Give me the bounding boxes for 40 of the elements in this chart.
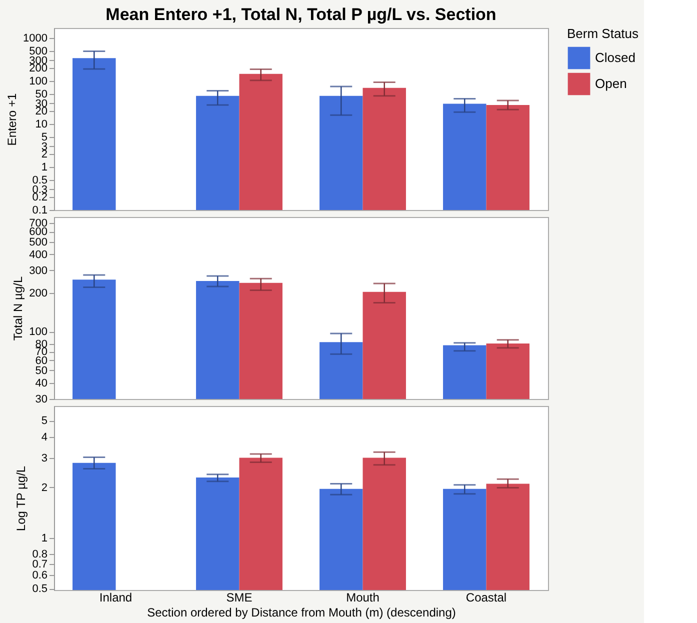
x-axis-title: Section ordered by Distance from Mouth (m) (descending) [147,606,456,620]
y-tick-label: 50 [35,88,48,100]
y-tick-label: 2 [41,482,48,494]
y-tick-label: 400 [29,248,48,261]
y-axis-title: Total N µg/L [11,276,26,341]
chart-title: Mean Entero +1, Total N, Total P µg/L vs. Section [106,5,496,24]
y-tick-label: 0.1 [32,204,48,216]
x-tick-label: SME [226,590,252,604]
y-tick-label: 1 [41,532,48,544]
y-tick-label: 60 [35,354,48,367]
y-tick-label: 50 [35,364,48,377]
x-tick-label: Coastal [466,590,507,604]
y-tick-label: 10 [35,118,48,130]
y-tick-label: 4 [41,431,48,444]
y-tick-label: 200 [29,288,48,300]
y-tick-label: 0.5 [32,174,48,186]
y-tick-label: 1 [41,161,48,174]
y-tick-label: 30 [35,394,48,406]
y-tick-label: 40 [35,377,48,390]
y-axis-title: Entero +1 [5,92,20,146]
y-tick-label: 500 [29,45,48,58]
y-tick-label: 5 [41,415,48,428]
x-tick-label: Inland [99,590,132,604]
y-tick-label: 1000 [23,32,48,44]
y-tick-label: 2 [41,148,48,161]
legend-title: Berm Status [567,26,640,41]
x-tick-label: Mouth [346,590,380,604]
y-tick-label: 0.6 [32,570,48,582]
y-tick-label: 5 [41,131,48,144]
y-tick-label: 3 [41,452,48,464]
y-tick-label: 100 [29,326,48,338]
legend-label: Closed [595,50,636,65]
y-tick-label: 0.8 [32,548,48,561]
y-tick-label: 0.7 [32,558,48,570]
legend-label: Open [595,76,627,91]
y-tick-label: 0.5 [32,583,48,596]
y-tick-label: 100 [29,75,48,88]
y-axis-title: Log TP µg/L [14,466,28,532]
y-tick-label: 300 [29,264,48,277]
y-tick-label: 500 [29,236,48,248]
